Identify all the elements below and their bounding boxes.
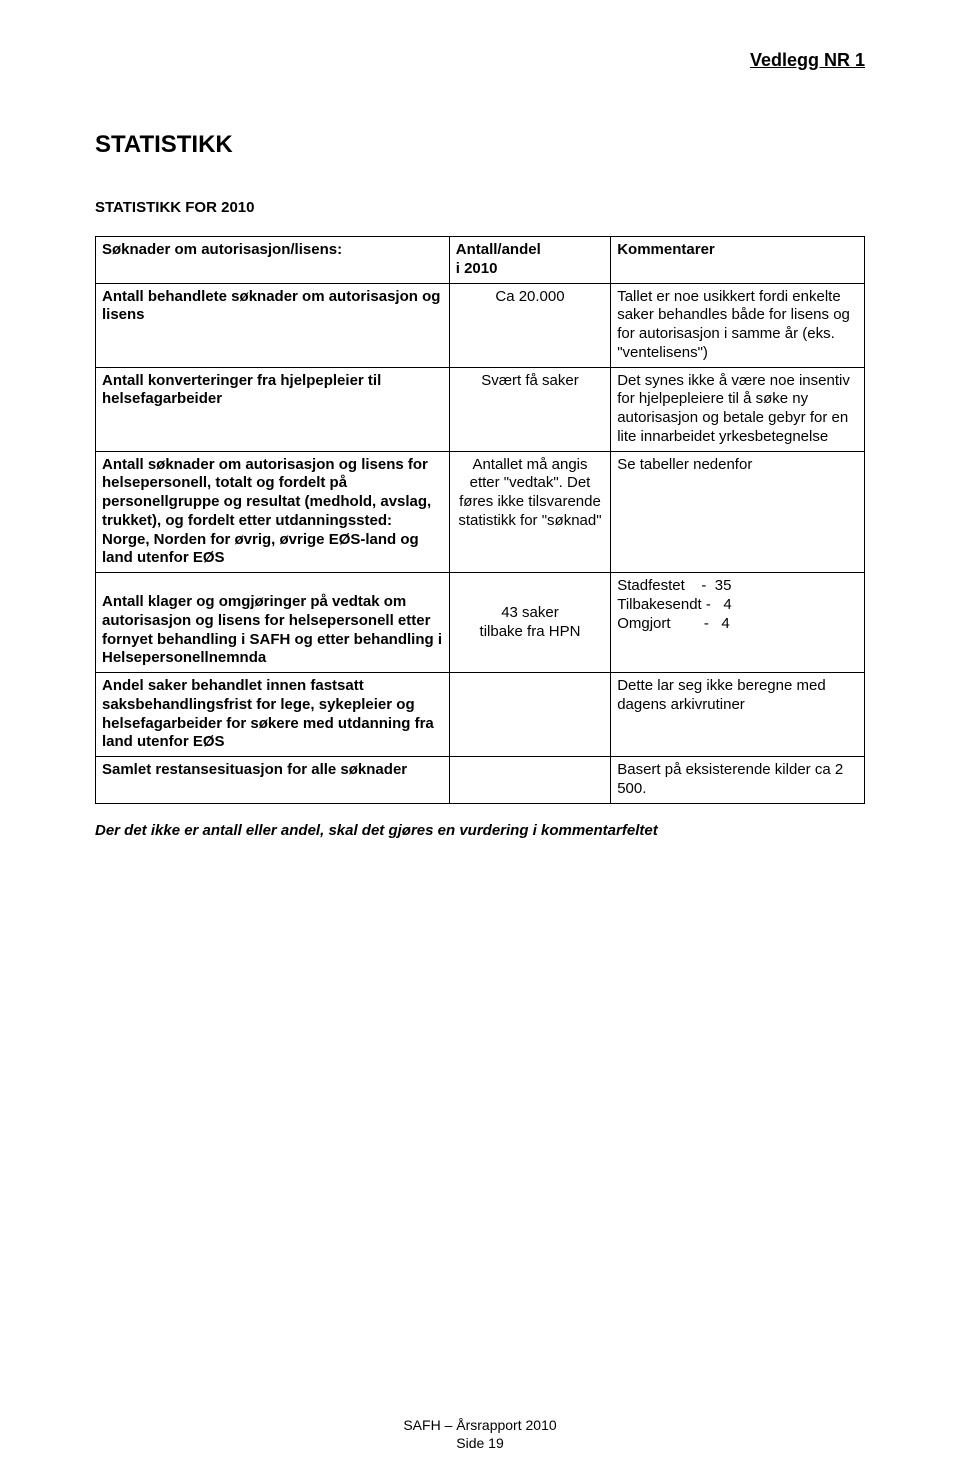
table-row: Antall konverteringer fra hjelpepleier t… xyxy=(96,367,865,451)
table-header-row: Søknader om autorisasjon/lisens: Antall/… xyxy=(96,237,865,284)
page-footer: SAFH – Årsrapport 2010 Side 19 xyxy=(0,1416,960,1452)
comment-line: Stadfestet - 35 xyxy=(617,577,858,596)
row-comment: Dette lar seg ikke beregne med dagens ar… xyxy=(611,673,865,757)
row-comment: Se tabeller nedenfor xyxy=(611,451,865,573)
statistics-table: Søknader om autorisasjon/lisens: Antall/… xyxy=(95,236,865,804)
table-row: Samlet restansesituasjon for alle søknad… xyxy=(96,757,865,804)
table-footnote: Der det ikke er antall eller andel, skal… xyxy=(95,822,865,839)
table-row: Antall søknader om autorisasjon og lisen… xyxy=(96,451,865,573)
row-label: Antall konverteringer fra hjelpepleier t… xyxy=(96,367,450,451)
table-row: Antall behandlete søknader om autorisasj… xyxy=(96,283,865,367)
row-value-line2: tilbake fra HPN xyxy=(480,623,581,640)
column-header-3: Kommentarer xyxy=(611,237,865,284)
column-header-2-line1: Antall/andel xyxy=(456,241,541,258)
row-label: Samlet restansesituasjon for alle søknad… xyxy=(96,757,450,804)
row-label: Antall behandlete søknader om autorisasj… xyxy=(96,283,450,367)
row-value xyxy=(449,673,610,757)
column-header-2-line2: i 2010 xyxy=(456,260,498,277)
row-value: Antallet må angis etter "vedtak". Det fø… xyxy=(449,451,610,573)
row-comment: Basert på eksisterende kilder ca 2 500. xyxy=(611,757,865,804)
row-comment: Stadfestet - 35 Tilbakesendt - 4 Omgjort… xyxy=(611,573,865,673)
row-value xyxy=(449,757,610,804)
row-label: Antall klager og omgjøringer på vedtak o… xyxy=(96,573,450,673)
row-value-line1: 43 saker xyxy=(501,604,559,621)
comment-line: Tilbakesendt - 4 xyxy=(617,596,858,615)
table-row: Andel saker behandlet innen fastsatt sak… xyxy=(96,673,865,757)
page-container: Vedlegg NR 1 STATISTIKK STATISTIKK FOR 2… xyxy=(0,0,960,1482)
footer-line1: SAFH – Årsrapport 2010 xyxy=(403,1417,556,1433)
row-value: Ca 20.000 xyxy=(449,283,610,367)
footer-line2: Side 19 xyxy=(456,1435,503,1451)
sub-heading: STATISTIKK FOR 2010 xyxy=(95,199,865,216)
main-heading: STATISTIKK xyxy=(95,131,865,159)
row-comment: Tallet er noe usikkert fordi enkelte sak… xyxy=(611,283,865,367)
row-label: Antall søknader om autorisasjon og lisen… xyxy=(96,451,450,573)
column-header-2: Antall/andel i 2010 xyxy=(449,237,610,284)
row-value: 43 saker tilbake fra HPN xyxy=(449,573,610,673)
comment-block: Stadfestet - 35 Tilbakesendt - 4 Omgjort… xyxy=(617,577,858,633)
row-label: Andel saker behandlet innen fastsatt sak… xyxy=(96,673,450,757)
column-header-1: Søknader om autorisasjon/lisens: xyxy=(96,237,450,284)
comment-line: Omgjort - 4 xyxy=(617,615,858,634)
table-row: Antall klager og omgjøringer på vedtak o… xyxy=(96,573,865,673)
row-comment: Det synes ikke å være noe insentiv for h… xyxy=(611,367,865,451)
attachment-label: Vedlegg NR 1 xyxy=(95,50,865,71)
row-value: Svært få saker xyxy=(449,367,610,451)
